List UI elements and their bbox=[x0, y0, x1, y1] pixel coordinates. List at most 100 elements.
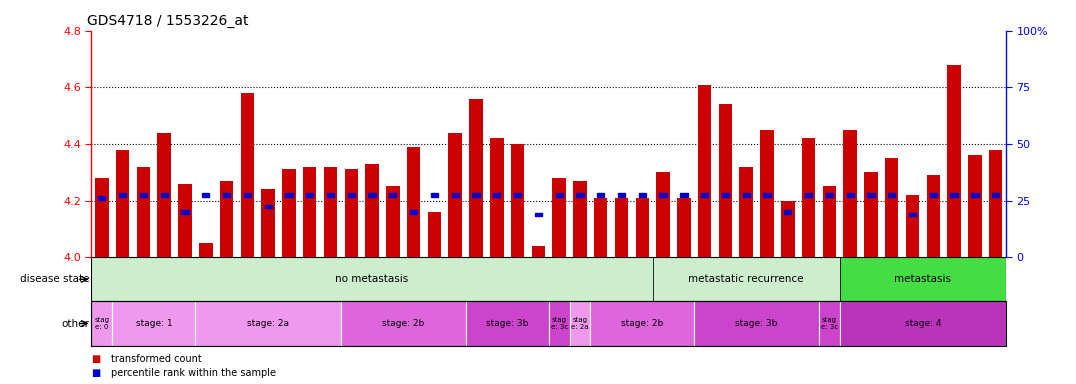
Bar bbox=[594, 198, 608, 257]
Bar bbox=[591, 301, 694, 346]
Bar bbox=[864, 172, 878, 257]
Bar bbox=[906, 195, 919, 257]
Bar bbox=[91, 301, 112, 346]
Bar bbox=[116, 150, 129, 257]
Bar bbox=[888, 193, 895, 197]
Bar bbox=[327, 193, 335, 197]
Text: stag
e: 2a: stag e: 2a bbox=[571, 317, 589, 330]
Bar bbox=[282, 169, 296, 257]
Bar bbox=[555, 193, 563, 197]
Bar bbox=[930, 193, 937, 197]
Text: other: other bbox=[61, 318, 89, 329]
Bar bbox=[407, 147, 421, 257]
Text: stag
e: 3c: stag e: 3c bbox=[551, 317, 568, 330]
Bar bbox=[119, 193, 126, 197]
Bar bbox=[719, 104, 732, 257]
Bar bbox=[702, 193, 708, 197]
Bar bbox=[597, 193, 605, 197]
Bar bbox=[698, 84, 711, 257]
Bar bbox=[761, 130, 774, 257]
Bar bbox=[680, 193, 688, 197]
Bar bbox=[569, 301, 591, 346]
Bar bbox=[574, 181, 586, 257]
Bar bbox=[653, 257, 839, 301]
Text: stage: 2a: stage: 2a bbox=[247, 319, 289, 328]
Bar bbox=[366, 164, 379, 257]
Bar bbox=[989, 150, 1003, 257]
Bar bbox=[694, 301, 819, 346]
Bar bbox=[839, 257, 1006, 301]
Bar bbox=[91, 257, 653, 301]
Text: stage: 4: stage: 4 bbox=[905, 319, 942, 328]
Bar bbox=[742, 193, 750, 197]
Bar bbox=[884, 158, 898, 257]
Bar bbox=[950, 193, 958, 197]
Text: stage: 2b: stage: 2b bbox=[382, 319, 424, 328]
Bar bbox=[427, 212, 441, 257]
Bar bbox=[390, 193, 396, 197]
Bar bbox=[819, 301, 839, 346]
Bar bbox=[839, 301, 1006, 346]
Bar bbox=[867, 193, 875, 197]
Bar bbox=[784, 210, 792, 214]
Bar bbox=[992, 193, 1000, 197]
Bar bbox=[490, 138, 504, 257]
Bar bbox=[241, 93, 254, 257]
Bar bbox=[112, 301, 196, 346]
Bar bbox=[95, 178, 109, 257]
Bar bbox=[722, 193, 730, 197]
Bar bbox=[244, 193, 251, 197]
Text: disease state: disease state bbox=[19, 274, 89, 285]
Bar bbox=[614, 198, 628, 257]
Bar bbox=[552, 178, 566, 257]
Text: no metastasis: no metastasis bbox=[336, 274, 409, 285]
Bar bbox=[140, 193, 147, 197]
Bar bbox=[220, 181, 233, 257]
Text: GDS4718 / 1553226_at: GDS4718 / 1553226_at bbox=[87, 14, 249, 28]
Bar bbox=[179, 184, 192, 257]
Bar bbox=[805, 193, 812, 197]
Text: metastasis: metastasis bbox=[894, 274, 951, 285]
Bar bbox=[303, 167, 316, 257]
Bar bbox=[265, 205, 272, 208]
Bar bbox=[261, 189, 274, 257]
Bar bbox=[781, 200, 794, 257]
Bar bbox=[182, 210, 188, 214]
Bar bbox=[909, 213, 916, 217]
Bar bbox=[636, 198, 649, 257]
Bar bbox=[466, 301, 549, 346]
Bar bbox=[285, 193, 293, 197]
Bar bbox=[157, 132, 171, 257]
Bar bbox=[511, 144, 524, 257]
Bar bbox=[739, 167, 753, 257]
Bar bbox=[577, 193, 583, 197]
Text: stag
e: 0: stag e: 0 bbox=[95, 317, 110, 330]
Bar bbox=[469, 99, 483, 257]
Bar bbox=[639, 193, 646, 197]
Text: stage: 2b: stage: 2b bbox=[621, 319, 664, 328]
Bar bbox=[618, 193, 625, 197]
Text: ■: ■ bbox=[91, 368, 101, 378]
Bar bbox=[368, 193, 376, 197]
Bar bbox=[847, 193, 853, 197]
Bar bbox=[532, 246, 546, 257]
Text: metastatic recurrence: metastatic recurrence bbox=[689, 274, 804, 285]
Bar bbox=[968, 155, 981, 257]
Text: transformed count: transformed count bbox=[111, 354, 201, 364]
Bar bbox=[677, 198, 691, 257]
Bar bbox=[825, 193, 833, 197]
Bar bbox=[844, 130, 856, 257]
Bar bbox=[196, 301, 341, 346]
Bar bbox=[535, 213, 542, 217]
Bar bbox=[549, 301, 569, 346]
Bar bbox=[199, 243, 213, 257]
Bar bbox=[947, 65, 961, 257]
Bar bbox=[386, 187, 399, 257]
Bar bbox=[410, 210, 417, 214]
Bar bbox=[341, 301, 466, 346]
Bar bbox=[823, 187, 836, 257]
Bar bbox=[430, 193, 438, 197]
Bar bbox=[137, 167, 151, 257]
Bar bbox=[160, 193, 168, 197]
Bar bbox=[802, 138, 816, 257]
